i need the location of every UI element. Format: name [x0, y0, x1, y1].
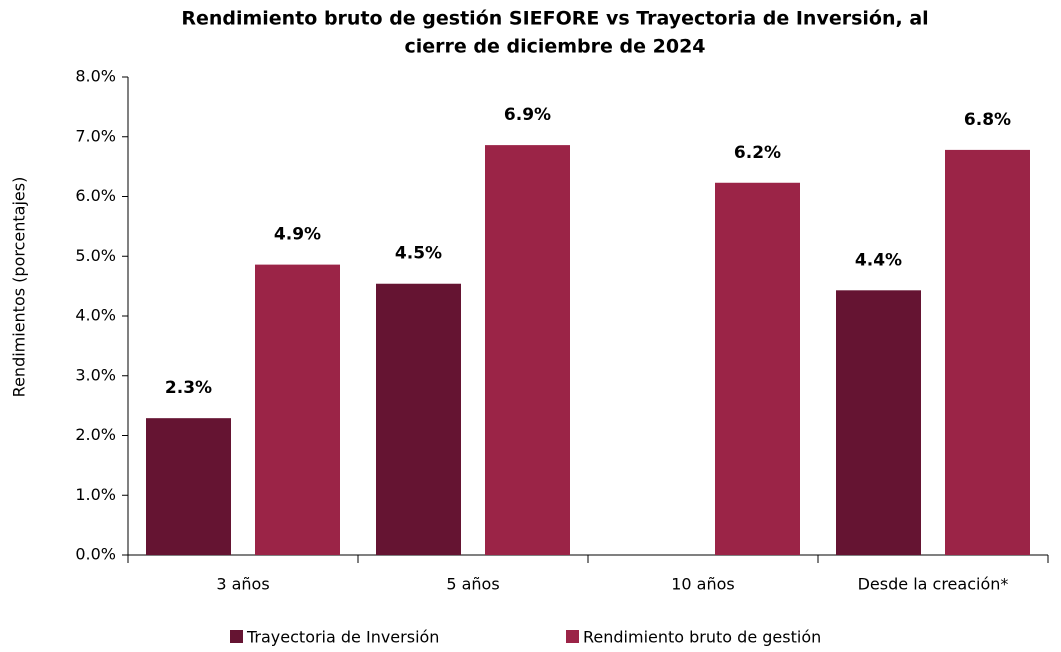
legend-swatch: [566, 630, 579, 643]
data-label: 4.5%: [395, 244, 442, 264]
bar: [836, 290, 921, 555]
y-tick-label: 5.0%: [75, 246, 116, 265]
bar: [945, 149, 1030, 555]
data-label: 6.9%: [504, 105, 551, 125]
y-tick-label: 3.0%: [75, 365, 116, 384]
data-label: 6.8%: [964, 110, 1011, 130]
bar: [715, 182, 800, 555]
chart-title: Rendimiento bruto de gestión SIEFORE vs …: [181, 8, 928, 30]
data-label: 2.3%: [165, 378, 212, 398]
y-tick-label: 6.0%: [75, 186, 116, 205]
bar: [376, 283, 461, 555]
y-tick-label: 1.0%: [75, 485, 116, 504]
y-axis-label: Rendimientos (porcentajes): [10, 177, 29, 398]
bar: [485, 145, 570, 556]
chart-title: cierre de diciembre de 2024: [404, 36, 705, 58]
data-label: 4.4%: [855, 250, 902, 270]
y-tick-label: 4.0%: [75, 306, 116, 325]
data-label: 4.9%: [274, 225, 321, 245]
y-tick-label: 7.0%: [75, 126, 116, 145]
legend-label: Trayectoria de Inversión: [246, 628, 439, 647]
data-label: 6.2%: [734, 143, 781, 163]
legend-swatch: [230, 630, 243, 643]
y-tick-label: 2.0%: [75, 425, 116, 444]
bar: [146, 418, 231, 555]
bar: [255, 264, 340, 555]
x-tick-label: Desde la creación*: [858, 575, 1009, 594]
x-tick-label: 3 años: [216, 575, 269, 594]
x-tick-label: 10 años: [671, 575, 735, 594]
legend-label: Rendimiento bruto de gestión: [583, 628, 821, 647]
y-tick-label: 0.0%: [75, 545, 116, 564]
x-tick-label: 5 años: [446, 575, 499, 594]
y-tick-label: 8.0%: [75, 67, 116, 86]
